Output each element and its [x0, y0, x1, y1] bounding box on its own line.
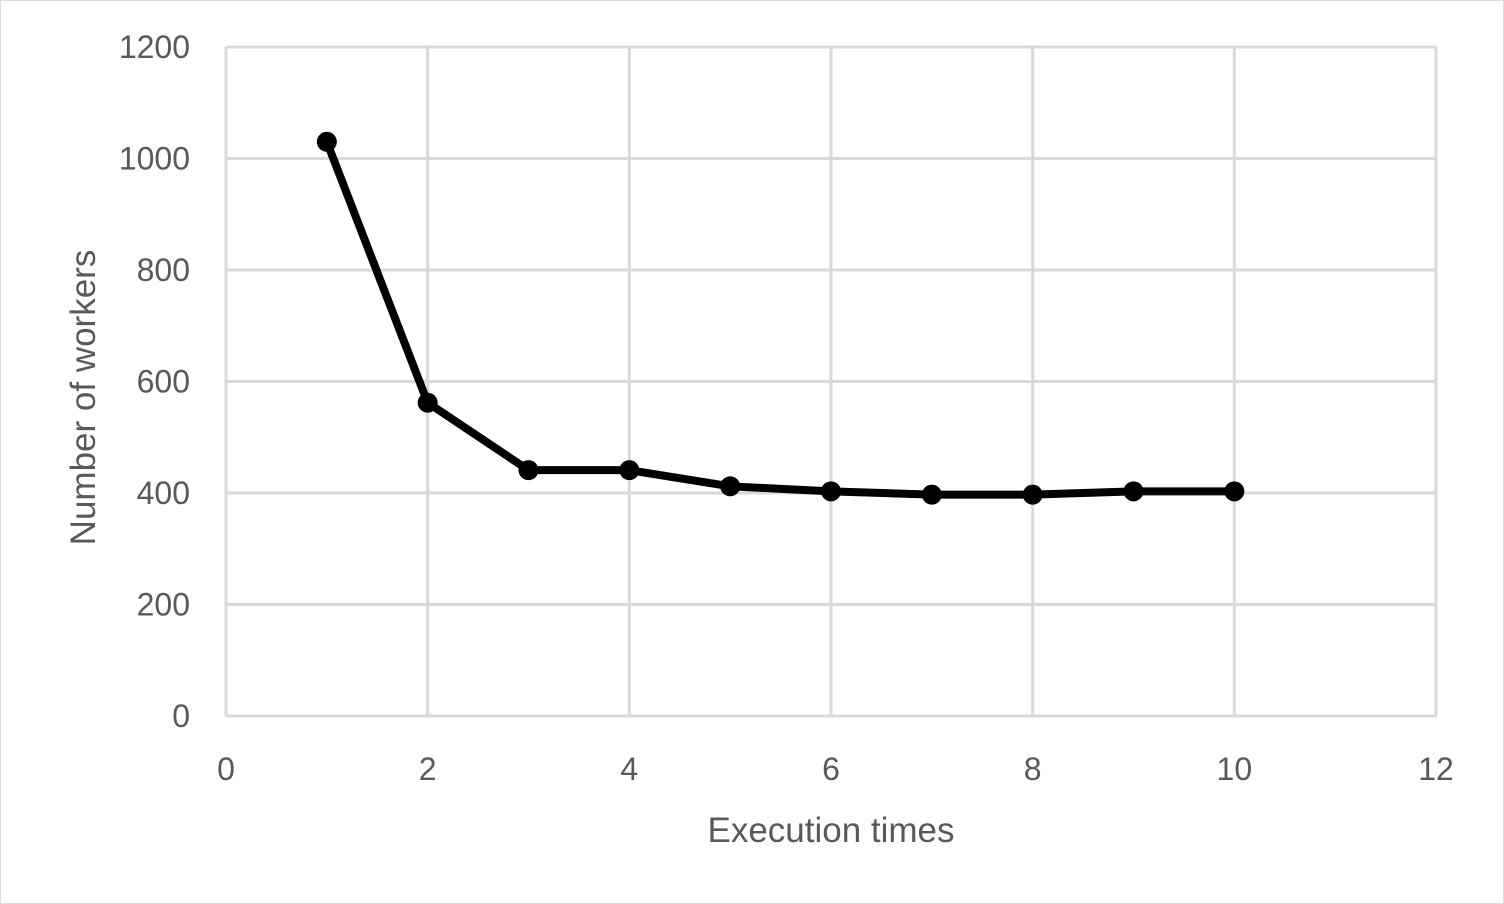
x-tick-label: 6 — [822, 751, 840, 787]
x-tick-label: 10 — [1217, 751, 1253, 787]
data-point — [316, 131, 337, 152]
y-tick-label: 400 — [137, 475, 190, 511]
series-layer — [316, 131, 1245, 505]
y-tick-label: 0 — [172, 698, 190, 734]
x-tick-label: 12 — [1418, 751, 1454, 787]
y-axis-title: Number of workers — [64, 250, 103, 546]
data-point — [518, 460, 539, 481]
y-tick-label: 800 — [137, 252, 190, 288]
data-point — [619, 460, 640, 481]
y-tick-label: 600 — [137, 364, 190, 400]
y-tick-label: 1000 — [119, 141, 190, 177]
y-tick-label: 1200 — [119, 29, 190, 65]
data-point — [1022, 484, 1043, 505]
x-tick-label: 8 — [1024, 751, 1042, 787]
data-point — [1224, 481, 1245, 502]
grid-lines — [224, 45, 1438, 718]
x-tick-label: 4 — [620, 751, 638, 787]
data-point — [1123, 481, 1144, 502]
x-tick-label: 2 — [419, 751, 437, 787]
tick-labels: 0 200 400 600 800 1000 1200 0 2 4 6 8 10 12 — [119, 29, 1454, 787]
data-point — [821, 481, 841, 502]
series-line — [322, 137, 1239, 499]
y-tick-label: 200 — [137, 587, 190, 623]
x-tick-label: 0 — [217, 751, 235, 787]
data-point — [417, 392, 438, 413]
x-axis-title: Execution times — [707, 811, 954, 850]
data-point — [720, 476, 741, 497]
data-point — [921, 484, 942, 505]
